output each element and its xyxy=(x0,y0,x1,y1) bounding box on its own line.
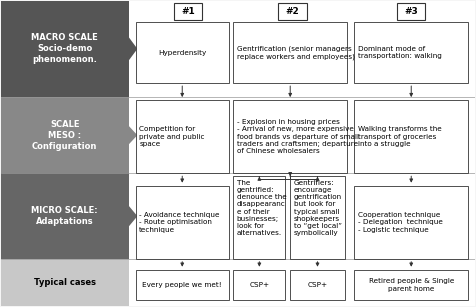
Text: Walking transforms the
transport of groceries
into a struggle: Walking transforms the transport of groc… xyxy=(357,126,441,147)
Bar xyxy=(0,1,129,97)
Text: Every people we met!: Every people we met! xyxy=(142,282,222,288)
Bar xyxy=(354,22,468,83)
Bar xyxy=(354,100,468,173)
Text: - Avoidance technique
- Route optimisation
technique: - Avoidance technique - Route optimisati… xyxy=(139,212,220,232)
Bar xyxy=(233,177,286,259)
Bar xyxy=(0,173,129,259)
Text: Typical cases: Typical cases xyxy=(34,278,96,287)
Bar xyxy=(138,208,145,224)
Bar xyxy=(174,3,202,20)
Text: SCALE
MESO :
Configuration: SCALE MESO : Configuration xyxy=(32,119,98,151)
Bar xyxy=(136,186,228,259)
Bar xyxy=(397,3,426,20)
Text: Gentrification (senior managers
replace workers and employees): Gentrification (senior managers replace … xyxy=(237,45,355,60)
Bar xyxy=(138,41,145,56)
Bar xyxy=(290,177,345,259)
Bar xyxy=(354,186,468,259)
Text: - Explosion in housing prices
- Arrival of new, more expensive
food brands vs de: - Explosion in housing prices - Arrival … xyxy=(237,119,358,154)
Bar xyxy=(0,259,129,306)
Bar xyxy=(0,97,129,173)
Text: The
gentrified:
denounce the
disappearanc
e of their
businesses;
look for
altern: The gentrified: denounce the disappearan… xyxy=(237,180,287,236)
Bar xyxy=(233,100,347,173)
Text: Hyperdensity: Hyperdensity xyxy=(158,50,207,56)
Bar xyxy=(136,22,228,83)
Text: #3: #3 xyxy=(404,7,418,16)
Bar xyxy=(278,3,307,20)
Text: #2: #2 xyxy=(286,7,299,16)
Text: Dominant mode of
transportation: walking: Dominant mode of transportation: walking xyxy=(357,46,441,59)
Text: Retired people & Single
parent home: Retired people & Single parent home xyxy=(368,278,454,292)
Text: Cooperation technique
- Delegation  technique
- Logistic technique: Cooperation technique - Delegation techn… xyxy=(357,212,443,232)
Text: #1: #1 xyxy=(181,7,195,16)
Polygon shape xyxy=(129,206,138,227)
Bar xyxy=(136,100,228,173)
Polygon shape xyxy=(129,37,138,60)
Text: MICRO SCALE:
Adaptations: MICRO SCALE: Adaptations xyxy=(31,206,98,226)
Bar xyxy=(233,22,347,83)
Bar xyxy=(290,270,345,300)
Bar xyxy=(138,127,145,143)
Text: CSP+: CSP+ xyxy=(307,282,327,288)
Polygon shape xyxy=(129,126,138,144)
Bar xyxy=(354,270,468,300)
Text: Gentrifiers:
encourage
gentrification
but look for
typical small
shopkeepers
to : Gentrifiers: encourage gentrification bu… xyxy=(294,180,342,236)
Bar xyxy=(233,270,286,300)
Bar xyxy=(129,1,476,306)
Text: Competition for
private and public
space: Competition for private and public space xyxy=(139,126,205,147)
Text: MACRO SCALE
Socio-demo
phenomenon.: MACRO SCALE Socio-demo phenomenon. xyxy=(31,33,98,64)
Text: CSP+: CSP+ xyxy=(249,282,269,288)
Bar xyxy=(136,270,228,300)
